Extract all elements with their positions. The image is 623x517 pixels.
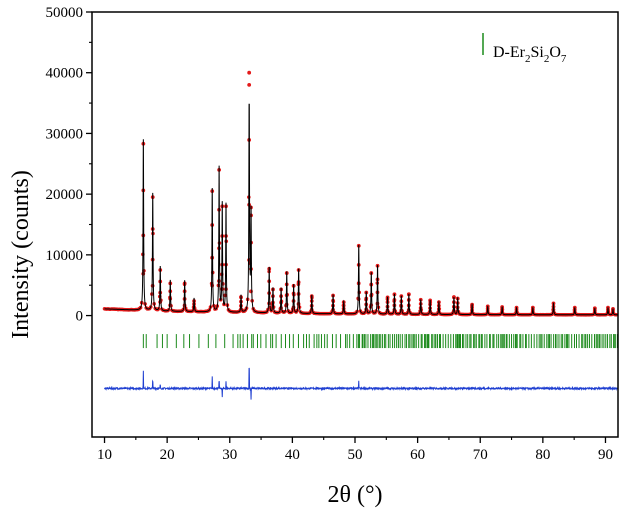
observed-point: [356, 297, 361, 301]
x-tick-label: 20: [160, 447, 175, 463]
difference-line: [104, 367, 619, 400]
observed-point: [247, 70, 252, 75]
y-tick-label: 30000: [46, 126, 84, 142]
x-tick-label: 40: [285, 447, 300, 463]
x-axis: 10 20 30 40 50 60 70 80 90: [97, 437, 613, 463]
bragg-position-ticks: [142, 334, 619, 349]
observed-point: [141, 271, 146, 276]
y-axis: 0 10000 20000 30000 40000 50000: [46, 5, 92, 325]
legend-label-part: D-Er: [493, 44, 526, 61]
y-tick-label: 20000: [46, 187, 84, 203]
x-tick-label: 50: [348, 447, 363, 463]
calculated-line: [104, 103, 618, 316]
observed-point: [217, 279, 221, 283]
legend-label-sub: 2: [525, 53, 531, 65]
observed-points: [102, 70, 619, 317]
legend-label: D-Er2Si2O7: [493, 44, 567, 65]
observed-point: [296, 302, 301, 306]
y-tick-label: 40000: [46, 66, 84, 82]
x-tick-label: 10: [97, 447, 112, 463]
y-axis-title: Intensity (counts): [8, 170, 34, 339]
y-tick-label: 50000: [46, 5, 84, 21]
observed-point: [224, 287, 228, 291]
observed-point: [247, 82, 252, 87]
x-tick-label: 70: [473, 447, 488, 463]
legend-label-part: Si: [530, 44, 544, 61]
difference-curve: [104, 367, 619, 400]
x-tick-label: 60: [410, 447, 425, 463]
observed-point: [375, 301, 380, 306]
legend-label-sub: 7: [561, 53, 567, 65]
observed-point: [210, 283, 215, 288]
y-tick-label: 0: [76, 309, 84, 325]
x-tick-label: 80: [535, 447, 550, 463]
legend-label-part: O: [549, 44, 561, 61]
plot-frame: [91, 11, 619, 438]
x-axis-title: 2θ (°): [327, 482, 382, 508]
legend-label-sub: 2: [544, 53, 550, 65]
legend: D-Er2Si2O7: [482, 33, 567, 65]
y-tick-label: 10000: [46, 248, 84, 264]
calculated-curve: [104, 103, 618, 316]
x-tick-label: 30: [222, 447, 237, 463]
observed-point: [150, 283, 155, 288]
x-tick-label: 90: [598, 447, 613, 463]
